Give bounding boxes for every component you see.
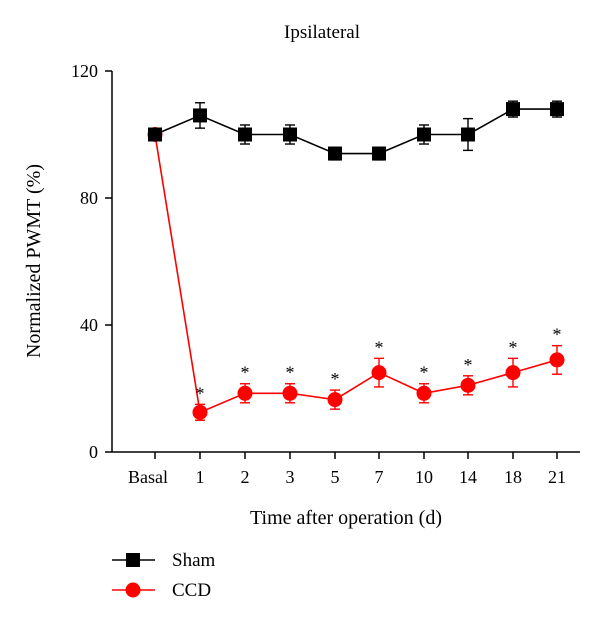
- sham-point: [372, 146, 386, 161]
- significance-marker: *: [241, 363, 250, 383]
- significance-marker: *: [196, 383, 205, 403]
- sham-point: [193, 108, 207, 123]
- legend-marker-ccd: [125, 582, 141, 598]
- sham-line: [154, 108, 557, 155]
- chart-title: Ipsilateral: [284, 22, 360, 43]
- sham-point: [148, 127, 162, 142]
- significance-marker: *: [553, 325, 562, 345]
- sham-point: [417, 127, 431, 142]
- sham-point: [283, 127, 297, 142]
- sham-point: [238, 127, 252, 142]
- ccd-point: [460, 377, 476, 393]
- sham-point: [550, 102, 564, 117]
- legend-item-ccd: CCD: [112, 580, 211, 601]
- significance-marker: *: [286, 363, 295, 383]
- ccd-point: [282, 385, 298, 401]
- significance-marker: *: [375, 337, 384, 357]
- sham-point: [328, 146, 342, 161]
- x-tick-label: 1: [196, 467, 205, 487]
- x-tick-label: 18: [504, 467, 522, 487]
- ccd-point: [327, 392, 343, 408]
- x-tick-label: 21: [548, 467, 566, 487]
- legend-item-sham: Sham: [112, 550, 216, 571]
- significance-marker: *: [420, 363, 429, 383]
- legend-label-ccd: CCD: [172, 580, 211, 601]
- significance-marker: *: [331, 369, 340, 389]
- ccd-point: [416, 385, 432, 401]
- significance-marker: *: [464, 355, 473, 375]
- series-layer: * * * * * * * * *: [147, 100, 565, 421]
- x-tick-label: 14: [459, 467, 477, 487]
- legend: Sham CCD: [112, 550, 216, 601]
- ccd-point: [192, 404, 208, 420]
- y-axis-title: Normalized PWMT (%): [23, 164, 45, 358]
- ccd-point: [505, 365, 521, 381]
- x-tick-label: 7: [375, 467, 384, 487]
- x-tick-label: 10: [415, 467, 433, 487]
- y-tick-label: 80: [80, 188, 98, 208]
- legend-label-sham: Sham: [172, 550, 216, 571]
- legend-marker-sham: [126, 553, 140, 567]
- significance-marker: *: [509, 337, 518, 357]
- ccd-point: [237, 385, 253, 401]
- sham-point: [506, 102, 520, 117]
- ccd-point: [371, 365, 387, 381]
- sham-point: [461, 127, 475, 142]
- x-tick-label: 2: [241, 467, 250, 487]
- x-ticks: Basal 1 2 3 5 7 10 14 18 21: [128, 452, 566, 487]
- ccd-series: * * * * * * * * *: [147, 127, 565, 421]
- y-ticks: 0 40 80 120: [71, 61, 112, 462]
- y-tick-label: 40: [80, 315, 98, 335]
- x-tick-label: 3: [286, 467, 295, 487]
- sham-series: [148, 100, 564, 161]
- ccd-line: [154, 134, 558, 414]
- y-tick-label: 120: [71, 61, 98, 81]
- x-tick-label: 5: [331, 467, 340, 487]
- y-tick-label: 0: [89, 442, 98, 462]
- x-tick-label: Basal: [128, 467, 168, 487]
- x-axis-title: Time after operation (d): [250, 507, 442, 529]
- ccd-point: [549, 352, 565, 368]
